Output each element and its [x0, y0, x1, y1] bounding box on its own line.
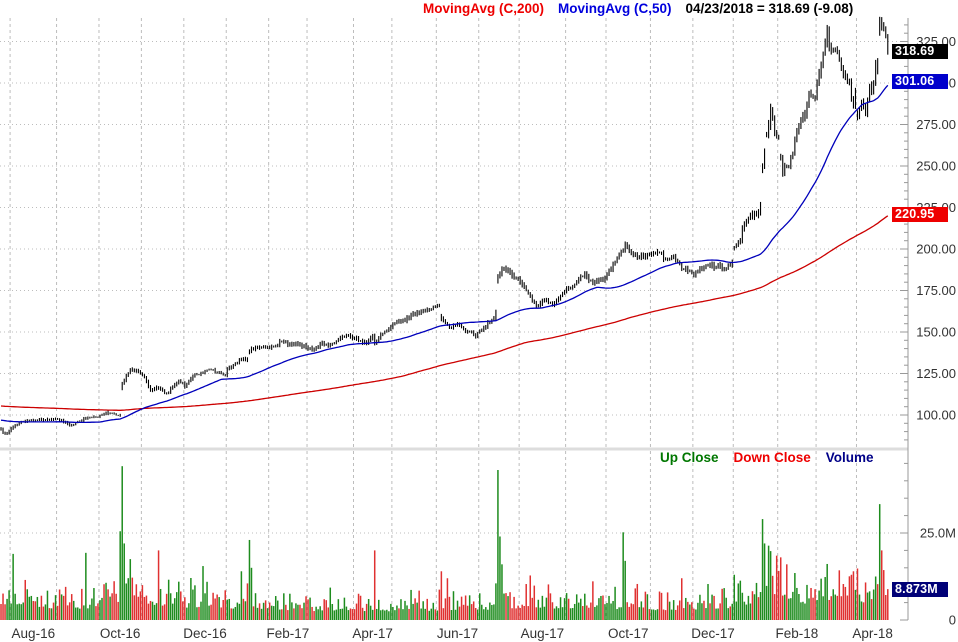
x-axis-label: Aug-16 — [12, 626, 56, 641]
x-axis-label: Dec-17 — [691, 626, 735, 641]
price-bars — [0, 16, 889, 435]
y-axis-label: 150.00 — [916, 325, 956, 340]
volume-legend: Up Close Down Close Volume — [660, 450, 874, 465]
pane-separator — [0, 447, 908, 451]
last-volume-badge: 8.873M — [892, 581, 948, 597]
x-axis-label: Jun-17 — [437, 626, 478, 641]
legend-ma50-label: MovingAvg (C,50) — [558, 1, 672, 16]
x-axis-label: Aug-17 — [521, 626, 565, 641]
last-price-badge: 318.69 — [892, 44, 948, 60]
volume-bars — [0, 466, 889, 620]
ma50-value-badge: 301.06 — [892, 73, 948, 89]
x-axis-label: Oct-17 — [608, 626, 649, 641]
legend-volume-label: Volume — [825, 450, 874, 465]
legend-down-close-label: Down Close — [733, 450, 811, 465]
x-axis-label: Feb-17 — [266, 626, 309, 641]
ma200-value-badge: 220.95 — [892, 206, 948, 222]
ma200-line — [0, 215, 889, 411]
legend-up-close-label: Up Close — [660, 450, 719, 465]
volume-axis-labels: 25.0M 0 — [920, 526, 956, 628]
x-axis-label: Apr-17 — [352, 626, 393, 641]
y-axis-label: 175.00 — [916, 283, 956, 298]
x-axis-label: Dec-16 — [183, 626, 227, 641]
grid-layer — [0, 18, 908, 620]
ma50-line — [0, 84, 889, 424]
price-axis-labels: 325.00300.00275.00250.00225.00200.00175.… — [916, 34, 956, 423]
quote-readout: 04/23/2018 = 318.69 (-9.08) — [685, 1, 854, 16]
chart-legend: MovingAvg (C,200) MovingAvg (C,50) 04/23… — [423, 1, 853, 16]
legend-ma200-label: MovingAvg (C,200) — [423, 1, 545, 16]
x-axis-label: Apr-18 — [852, 626, 893, 641]
y-axis-label: 125.00 — [916, 366, 956, 381]
y-axis-label: 100.00 — [916, 408, 956, 423]
axis-ticks — [900, 18, 909, 621]
y-axis-label: 250.00 — [916, 159, 956, 174]
x-axis-label: Oct-16 — [100, 626, 141, 641]
x-axis-label: Feb-18 — [775, 626, 818, 641]
month-labels: Aug-16 Oct-16 Dec-16 Feb-17 Apr-17 Jun-17 Aug-… — [12, 626, 893, 641]
volume-axis-label: 25.0M — [920, 526, 956, 541]
y-axis-label: 275.00 — [916, 117, 956, 132]
volume-axis-label: 0 — [949, 613, 956, 628]
y-axis-label: 200.00 — [916, 242, 956, 257]
